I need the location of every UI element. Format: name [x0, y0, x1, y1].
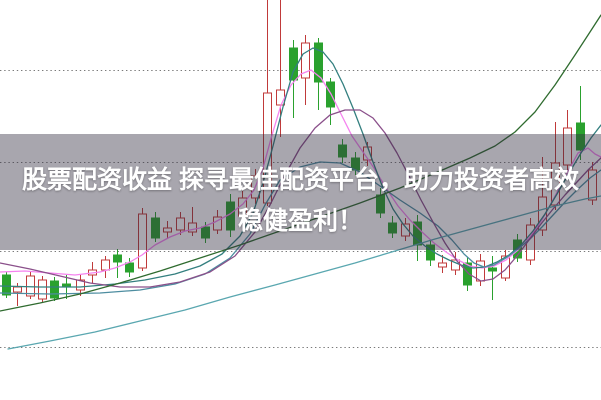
candle-body [463, 262, 472, 286]
candle-body [50, 280, 59, 299]
candle-body [289, 47, 298, 81]
candle-body [501, 255, 510, 279]
candle-body [113, 254, 122, 263]
candle-body [576, 122, 585, 151]
candle-body [2, 274, 11, 296]
candle-body [38, 279, 47, 300]
ma-slate [0, 161, 601, 295]
candle-body [151, 217, 160, 239]
candle-body [413, 221, 422, 246]
candle-body [488, 267, 497, 272]
candle-body [276, 89, 285, 106]
candle-body [551, 162, 560, 206]
candle-body [26, 275, 35, 297]
candle-body [188, 222, 197, 233]
candle-body [326, 81, 335, 108]
candle-body [125, 262, 134, 273]
candle-body [438, 262, 447, 268]
candle-body [388, 222, 397, 234]
candle-body [538, 196, 547, 231]
ma-purple [0, 109, 601, 288]
candle-body [163, 227, 172, 233]
banner-title-line2: 稳健盈利！ [237, 207, 363, 235]
candle-body [201, 226, 210, 239]
candle-body [314, 42, 323, 83]
ma-darkgreen [0, 14, 601, 312]
candle-body [101, 259, 110, 271]
candle-body [263, 92, 272, 204]
candle-body [301, 42, 310, 79]
candle-body [76, 279, 85, 291]
candle-body [563, 127, 572, 166]
candle-body [13, 286, 22, 293]
candle-body [213, 216, 222, 231]
candle-body [138, 213, 147, 269]
banner-title-line1: 股票配资收益 探寻最佳配资平台，助力投资者高效 [22, 166, 579, 194]
candle-body [176, 217, 185, 231]
candle-body [338, 144, 347, 158]
title-banner-overlay: 股票配资收益 探寻最佳配资平台，助力投资者高效 稳健盈利！ [0, 134, 601, 250]
ma-lightcyan [7, 195, 601, 350]
candle-body [588, 169, 597, 201]
candle-body [401, 223, 410, 237]
ma-teal [0, 47, 601, 288]
